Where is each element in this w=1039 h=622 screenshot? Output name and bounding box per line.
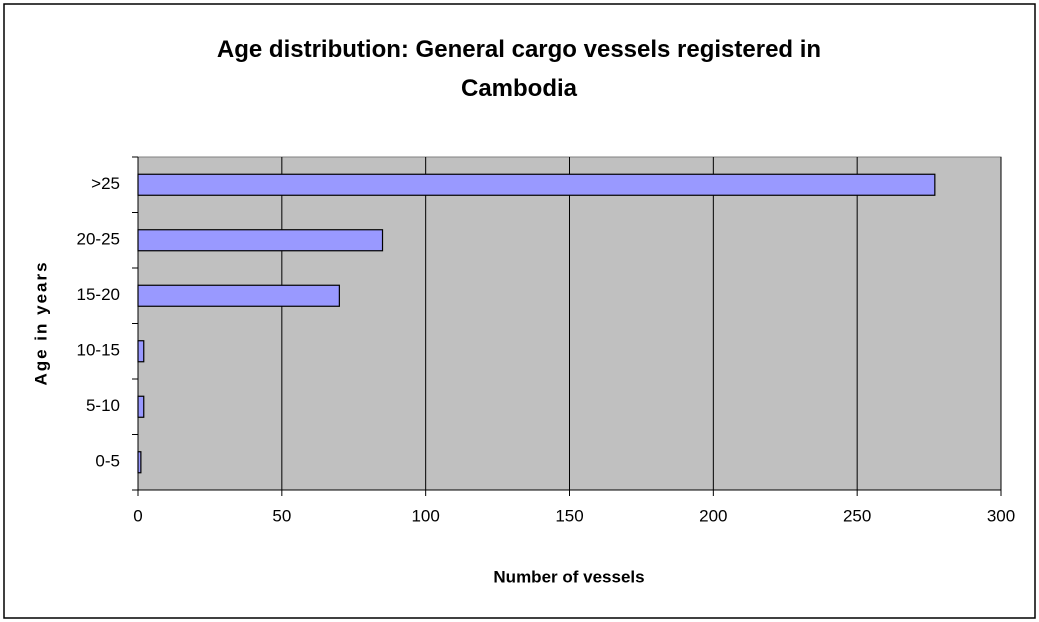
x-tick-label: 300: [987, 506, 1015, 525]
x-tick-label: 0: [133, 506, 142, 525]
x-tick-label: 100: [411, 506, 439, 525]
y-axis-label: Age in years: [31, 260, 50, 385]
y-tick-label: >25: [91, 174, 120, 193]
bar: [137, 451, 142, 474]
y-tick-label: 0-5: [95, 452, 120, 471]
y-tick-label: 15-20: [77, 285, 120, 304]
y-tick-label: 20-25: [77, 230, 120, 249]
x-axis-label: Number of vessels: [493, 567, 644, 586]
x-tick-label: 200: [699, 506, 727, 525]
y-tick-label: 10-15: [77, 341, 120, 360]
bar: [137, 229, 384, 252]
bar: [137, 173, 936, 196]
x-tick-label: 250: [843, 506, 871, 525]
x-tick-label: 50: [272, 506, 291, 525]
bar: [137, 284, 340, 307]
bar: [137, 340, 145, 363]
x-tick-label: 150: [555, 506, 583, 525]
chart-title: Age distribution: General cargo vessels …: [216, 36, 822, 102]
bar: [137, 395, 145, 418]
y-tick-label: 5-10: [86, 396, 120, 415]
